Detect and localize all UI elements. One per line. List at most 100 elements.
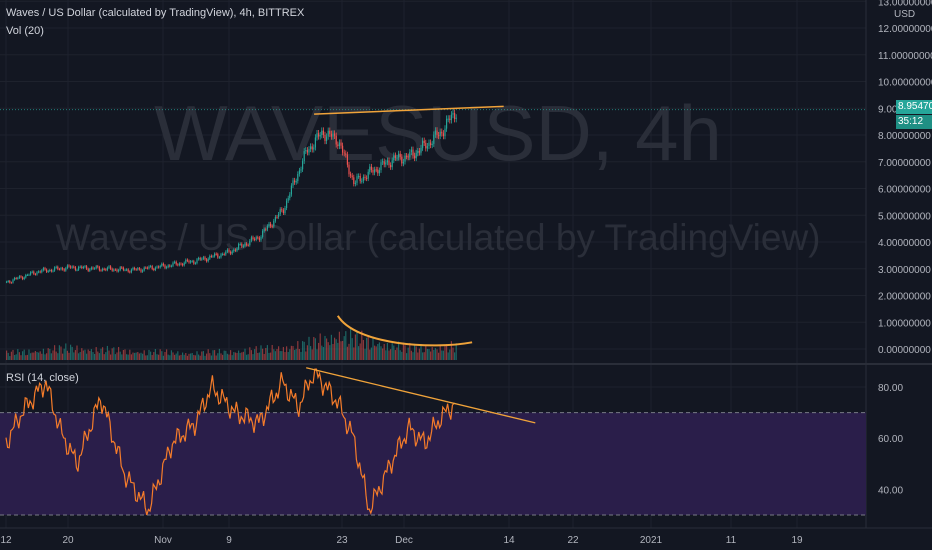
volume-bar <box>119 351 121 360</box>
volume-bar <box>36 351 38 360</box>
candle-body <box>201 258 203 260</box>
volume-bar <box>273 349 275 360</box>
candle-body <box>441 131 443 134</box>
volume-bar <box>63 348 65 360</box>
candle-body <box>60 268 62 270</box>
volume-bar <box>113 347 115 360</box>
candle-body <box>143 267 145 271</box>
price-tick-label: 2.00000000 <box>878 292 931 303</box>
candle-body <box>28 274 30 276</box>
candle-body <box>97 266 99 268</box>
candle-body <box>12 279 14 283</box>
candle-body <box>260 236 262 241</box>
candle-body <box>346 154 348 165</box>
candle-body <box>177 264 179 266</box>
candle-body <box>105 269 107 271</box>
volume-bar <box>228 354 230 360</box>
candle-body <box>340 142 342 146</box>
candle-body <box>166 267 168 269</box>
candle-body <box>231 251 233 254</box>
candle-body <box>418 150 420 153</box>
volume-bar <box>319 333 321 360</box>
candle-body <box>47 270 49 272</box>
volume-bar <box>417 352 419 360</box>
candle-body <box>190 261 192 263</box>
volume-bar <box>313 336 315 360</box>
volume-bar <box>257 352 259 360</box>
candle-body <box>142 270 144 272</box>
candle-body <box>23 277 25 280</box>
candle-body <box>106 267 108 271</box>
candle-body <box>137 268 139 270</box>
volume-bar <box>214 350 216 360</box>
candle-body <box>258 237 260 241</box>
volume-bar <box>138 353 140 360</box>
candle-body <box>300 169 302 171</box>
volume-bar <box>281 351 283 360</box>
volume-bar <box>297 341 299 360</box>
candle-body <box>329 130 331 134</box>
volume-bar <box>121 354 123 360</box>
candle-body <box>174 261 176 263</box>
candle-body <box>225 251 227 255</box>
rsi-tick-label: 60.00 <box>878 434 903 445</box>
volume-bar <box>198 354 200 360</box>
volume-bar <box>409 342 411 360</box>
volume-bar <box>39 351 41 360</box>
candle-body <box>433 134 435 144</box>
volume-bar <box>423 352 425 360</box>
volume-bar <box>10 351 12 360</box>
volume-bar <box>233 352 235 360</box>
volume-bar <box>180 354 182 360</box>
volume-bar <box>262 348 264 360</box>
volume-bar <box>252 354 254 360</box>
candle-body <box>178 263 180 266</box>
candle-body <box>268 223 270 227</box>
volume-bar <box>158 354 160 360</box>
candle-body <box>310 146 312 150</box>
candle-body <box>353 177 355 184</box>
candle-body <box>130 269 132 273</box>
volume-bar <box>135 352 137 360</box>
volume-bar <box>194 355 196 360</box>
price-tick-label: 12.00000000 <box>878 24 932 35</box>
candle-body <box>202 257 204 259</box>
volume-bar <box>6 350 8 360</box>
candle-body <box>342 145 344 153</box>
candle-body <box>380 162 382 171</box>
candle-body <box>338 142 340 147</box>
candle-body <box>46 269 48 272</box>
candle-body <box>209 255 211 259</box>
candle-body <box>274 216 276 221</box>
candle-body <box>146 267 148 269</box>
volume-bar <box>282 346 284 360</box>
candle-body <box>450 114 452 121</box>
volume-bar <box>58 345 60 360</box>
candle-body <box>71 266 73 268</box>
candle-body <box>350 174 352 176</box>
volume-bar <box>396 347 398 360</box>
volume-bar <box>92 352 94 360</box>
volume-bar <box>137 351 139 360</box>
volume-bar <box>177 351 179 360</box>
volume-bar <box>410 350 412 360</box>
volume-bar <box>70 344 72 360</box>
volume-bar <box>15 354 17 360</box>
volume-bar <box>449 349 451 360</box>
volume-bar <box>86 353 88 360</box>
volume-bar <box>362 340 364 360</box>
volume-bar <box>105 352 107 360</box>
candle-body <box>102 268 104 271</box>
candle-body <box>314 137 316 148</box>
candle-body <box>39 271 41 273</box>
volume-bar <box>434 348 436 360</box>
volume-bar <box>321 345 323 360</box>
candle-body <box>214 253 216 257</box>
volume-legend: Vol (20) <box>6 25 44 37</box>
volume-bar <box>455 343 457 360</box>
candle-body <box>298 170 300 174</box>
candle-body <box>20 276 22 278</box>
volume-bar <box>178 355 180 360</box>
volume-bar <box>334 337 336 360</box>
